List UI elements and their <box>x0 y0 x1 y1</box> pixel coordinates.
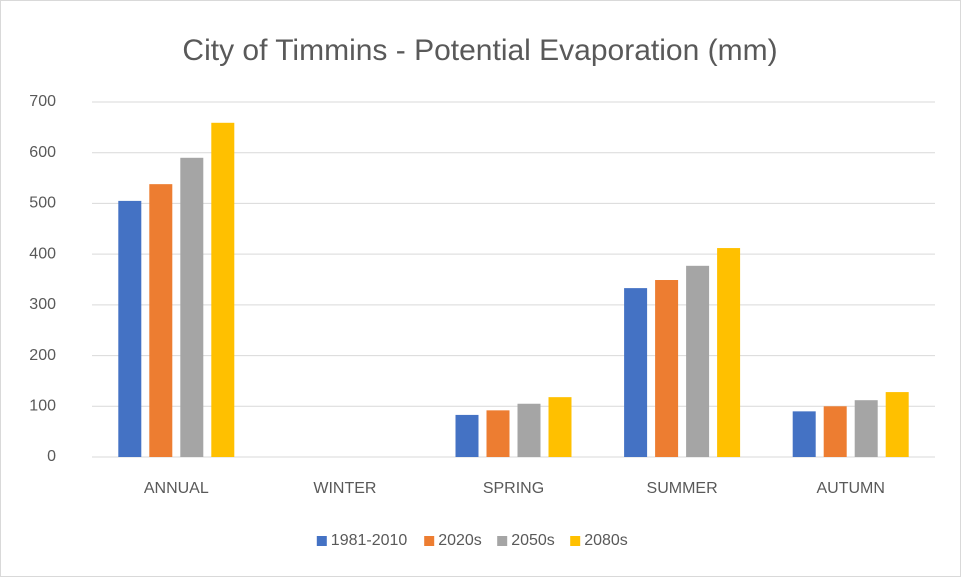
legend-label: 2080s <box>584 532 628 549</box>
x-tick-label: SUMMER <box>647 480 718 497</box>
y-tick-label: 100 <box>29 398 56 415</box>
legend-label: 2050s <box>511 532 555 549</box>
bar <box>118 200 142 457</box>
y-tick-label: 0 <box>47 448 56 465</box>
bar <box>885 392 909 457</box>
bar <box>548 397 572 457</box>
y-tick-label: 600 <box>29 144 56 161</box>
legend-swatch <box>497 536 508 546</box>
y-tick-label: 200 <box>29 347 56 364</box>
legend-swatch <box>424 536 435 546</box>
legend-swatch <box>570 536 581 546</box>
y-tick-label: 700 <box>29 93 56 110</box>
x-tick-label: SPRING <box>483 480 544 497</box>
bar <box>717 248 741 457</box>
legend-label: 1981-2010 <box>331 532 408 549</box>
bar <box>486 410 510 457</box>
bar <box>180 157 204 458</box>
bar <box>517 403 541 457</box>
chart-title: City of Timmins - Potential Evaporation … <box>182 34 777 67</box>
legend-swatch <box>316 536 327 546</box>
bar <box>624 288 648 457</box>
legend-label: 2020s <box>438 532 482 549</box>
y-tick-label: 300 <box>29 296 56 313</box>
y-tick-label: 500 <box>29 195 56 212</box>
bar <box>149 184 173 457</box>
x-tick-label: AUTUMN <box>816 480 884 497</box>
x-tick-label: ANNUAL <box>144 480 209 497</box>
bar <box>655 280 679 457</box>
bar <box>455 414 479 457</box>
bar <box>854 400 878 457</box>
bar <box>211 122 235 458</box>
x-tick-label: WINTER <box>313 480 376 497</box>
y-tick-label: 400 <box>29 245 56 262</box>
bar <box>686 265 710 457</box>
bar <box>792 411 816 457</box>
bar <box>823 406 847 457</box>
